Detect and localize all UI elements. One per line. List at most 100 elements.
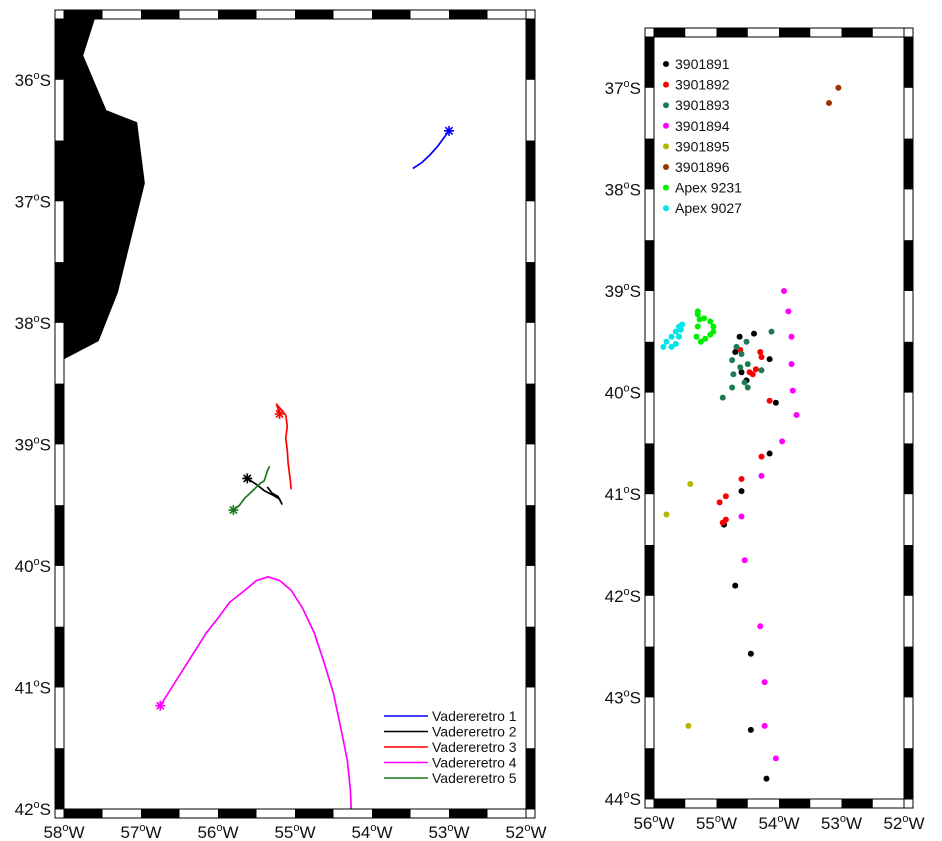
float-position <box>744 384 751 391</box>
y-tick-label: 38oS <box>15 313 51 333</box>
left-frame-segment <box>449 809 488 818</box>
float-position <box>663 338 670 345</box>
legend-label: 3901893 <box>675 97 730 113</box>
float-position <box>738 369 745 376</box>
y-tick-label: 41oS <box>605 484 641 504</box>
float-position <box>757 623 764 630</box>
float-position <box>789 387 796 394</box>
float-position <box>710 323 717 330</box>
float-position <box>663 511 670 518</box>
x-tick-label: 57oW <box>120 822 161 841</box>
left-frame-segment <box>218 809 257 818</box>
right-frame-corner <box>903 27 914 38</box>
y-tick-label: 43oS <box>605 687 641 707</box>
right-frame-segment <box>904 341 913 393</box>
right-frame-segment <box>645 341 654 393</box>
x-tick-label: 54oW <box>351 822 392 841</box>
right-frame-segment <box>645 138 654 190</box>
left-frame-segment <box>64 10 103 19</box>
float-position <box>758 472 765 479</box>
float-position <box>736 333 743 340</box>
float-position <box>719 519 726 526</box>
y-tick-label: 38oS <box>605 179 641 199</box>
float-position <box>702 335 709 342</box>
right-frame-segment <box>904 545 913 596</box>
float-position <box>738 350 745 357</box>
float-position <box>732 348 739 355</box>
legend-marker <box>663 61 669 67</box>
float-position <box>738 488 745 495</box>
float-position <box>747 650 754 657</box>
left-frame-corner <box>54 808 65 819</box>
left-frame-corner <box>525 9 536 20</box>
float-position <box>738 513 745 520</box>
float-position <box>761 679 768 686</box>
x-tick-label: 52oW <box>505 822 546 841</box>
legend-label: 3901891 <box>675 56 730 72</box>
legend-label: Vadereretro 4 <box>432 755 517 771</box>
float-position <box>676 333 682 340</box>
right-frame-segment <box>904 646 913 698</box>
float-position <box>766 356 773 363</box>
float-position <box>757 348 764 355</box>
right-frame-segment <box>841 799 873 808</box>
drifter-track <box>275 403 292 490</box>
legend-label: Vadereretro 5 <box>432 770 517 786</box>
legend-label: Apex 9027 <box>675 200 742 216</box>
right-frame-segment <box>645 240 654 291</box>
legend-marker <box>663 122 669 129</box>
float-position <box>785 308 792 315</box>
legend-marker <box>663 143 669 150</box>
x-tick-label: 55oW <box>274 822 315 841</box>
y-tick-label: 36oS <box>15 70 51 90</box>
y-tick-label: 37oS <box>605 78 641 98</box>
y-tick-label: 44oS <box>605 789 641 809</box>
x-tick-label: 56oW <box>197 822 238 841</box>
float-position <box>826 100 832 107</box>
float-position <box>694 311 701 318</box>
float-position <box>779 438 786 445</box>
y-tick-label: 39oS <box>605 281 641 301</box>
float-position <box>768 328 775 335</box>
float-position <box>758 367 765 374</box>
right-frame-segment <box>645 646 654 698</box>
legend-label: Vadereretro 3 <box>432 739 517 755</box>
deployment-marker <box>228 505 239 516</box>
x-tick-label: 58oW <box>43 822 84 841</box>
float-position <box>732 582 739 589</box>
left-frame-segment <box>55 19 64 80</box>
float-position <box>696 316 703 323</box>
right-frame-segment <box>841 28 873 37</box>
float-position <box>687 481 694 488</box>
left-frame-segment <box>55 383 64 445</box>
left-frame-segment <box>64 809 103 818</box>
float-position <box>772 755 779 762</box>
left-frame-segment <box>295 10 334 19</box>
left-frame-segment <box>141 809 180 818</box>
float-position <box>772 399 779 406</box>
float-position <box>660 343 667 350</box>
legend-marker <box>663 81 669 88</box>
left-frame-segment <box>526 19 535 80</box>
right-frame-segment <box>904 443 913 495</box>
float-position <box>707 331 714 338</box>
right-frame-segment <box>716 28 748 37</box>
right-frame-segment <box>904 748 913 799</box>
float-position <box>749 371 756 378</box>
float-position <box>730 371 737 378</box>
y-tick-label: 39oS <box>15 434 51 454</box>
y-tick-label: 40oS <box>15 556 51 576</box>
right-frame-segment <box>716 799 748 808</box>
right-frame-segment <box>654 28 686 37</box>
drifter-track <box>232 465 271 511</box>
left-frame-segment <box>526 140 535 202</box>
float-position <box>729 384 736 391</box>
left-frame-segment <box>526 262 535 323</box>
float-position <box>763 775 770 782</box>
float-position <box>766 397 773 404</box>
float-position <box>744 361 751 368</box>
float-position <box>741 557 748 564</box>
x-tick-label: 56oW <box>633 813 674 833</box>
right-frame-corner <box>644 27 655 38</box>
